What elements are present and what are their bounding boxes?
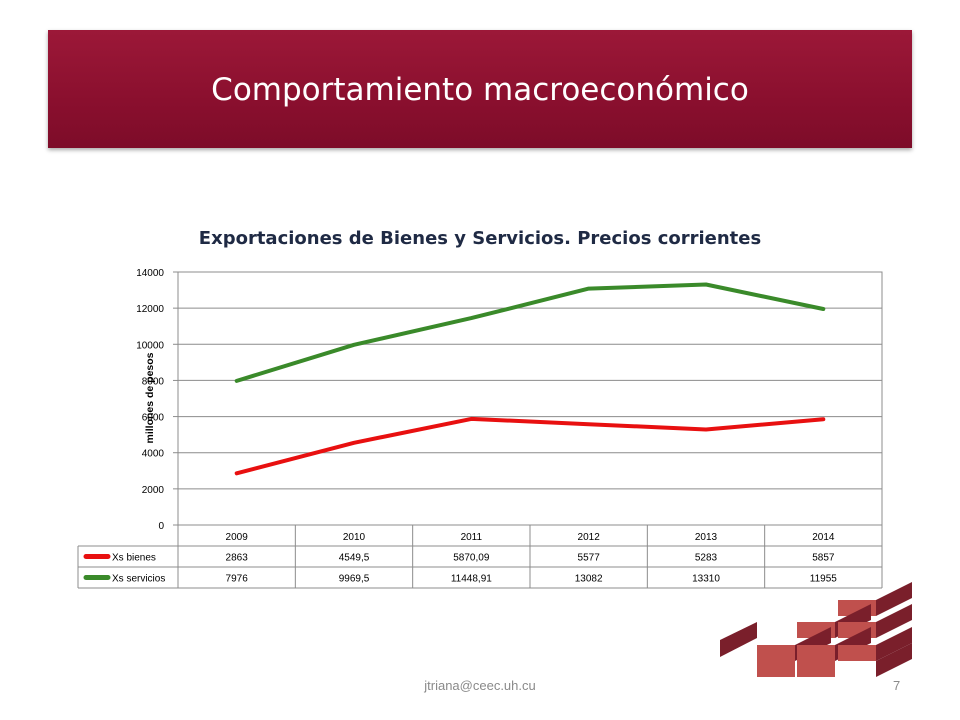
- logo-block: [838, 645, 876, 661]
- y-tick-label: 10000: [136, 340, 164, 351]
- y-tick-label: 2000: [142, 485, 165, 496]
- data-label: 5870,09: [453, 553, 490, 564]
- x-tick-label: 2012: [578, 532, 601, 543]
- series-line-servicios: [234, 282, 826, 383]
- data-label: 4549,5: [339, 553, 370, 564]
- x-tick-label: 2010: [343, 532, 366, 543]
- x-tick-label: 2013: [695, 532, 718, 543]
- logo-block: [757, 661, 795, 677]
- data-table: 2009 2010 2011 2012 2013 2014 Xs bienes 2863 454…: [77, 525, 883, 589]
- logo-block: [797, 645, 835, 661]
- y-axis-label: millones de pesos: [144, 352, 156, 443]
- chart-grid: [173, 271, 883, 526]
- x-tick-label: 2014: [812, 532, 835, 543]
- data-label: 7976: [226, 574, 249, 585]
- data-label: 5857: [812, 553, 835, 564]
- logo-block: [876, 643, 912, 677]
- footer-email: jtriana@ceec.uh.cu: [424, 678, 536, 693]
- legend-entry: Xs servicios: [112, 574, 165, 585]
- logo-icon: [720, 582, 912, 677]
- logo-block: [876, 627, 912, 661]
- plot-area: [177, 271, 883, 526]
- y-tick-label: 8000: [142, 376, 165, 387]
- logo-block: [876, 604, 912, 638]
- logo-block: [876, 582, 912, 616]
- chart-series: [234, 282, 826, 476]
- chart-title: Exportaciones de Bienes y Servicios. Pre…: [198, 228, 762, 249]
- y-tick-labels: 0 2000 4000 6000 8000 10000 12000 14000: [136, 268, 164, 532]
- legend-entry: Xs bienes: [112, 553, 156, 564]
- data-label: 11448,91: [451, 574, 492, 585]
- data-label: 13310: [692, 574, 720, 585]
- slide-title: Comportamiento macroeconómico: [211, 72, 749, 108]
- y-tick-label: 0: [158, 521, 164, 532]
- y-tick-label: 6000: [142, 413, 165, 424]
- logo-block: [757, 645, 795, 661]
- y-tick-label: 14000: [136, 268, 164, 279]
- x-tick-label: 2009: [226, 532, 249, 543]
- data-label: 2863: [226, 553, 249, 564]
- x-tick-label: 2011: [461, 532, 483, 543]
- data-label: 9969,5: [339, 574, 370, 585]
- data-label: 5577: [578, 553, 601, 564]
- data-label: 13082: [575, 574, 603, 585]
- logo-block: [797, 661, 835, 677]
- page-number: 7: [893, 678, 901, 693]
- y-tick-label: 12000: [136, 304, 164, 315]
- title-banner: Comportamiento macroeconómico: [48, 30, 912, 148]
- data-label: 11955: [810, 574, 838, 585]
- logo-block: [720, 622, 757, 657]
- data-label: 5283: [695, 553, 718, 564]
- y-tick-label: 4000: [142, 449, 165, 460]
- series-line-bienes: [234, 416, 826, 476]
